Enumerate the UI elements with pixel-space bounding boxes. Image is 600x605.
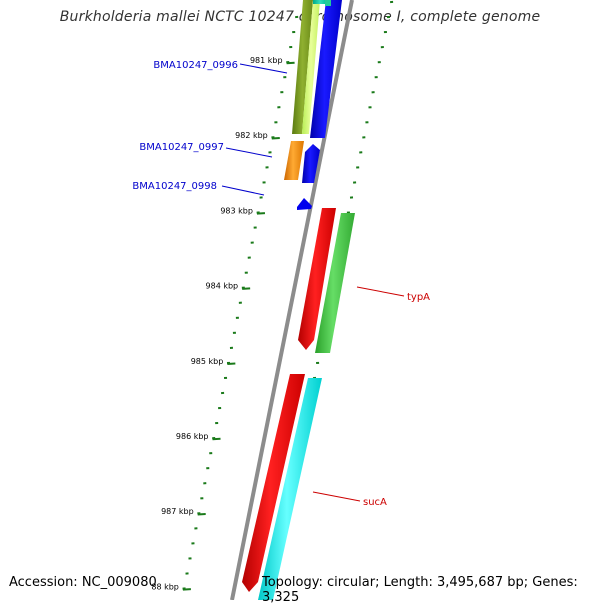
leader-line-sucA bbox=[313, 492, 360, 501]
kbp-label: 983 kbp bbox=[220, 206, 253, 215]
kbp-label: 981 kbp bbox=[250, 56, 283, 65]
gene-label[interactable]: sucA bbox=[363, 497, 387, 508]
cog-orange-bar bbox=[284, 141, 304, 180]
topology-text: Topology: circular; Length: 3,495,687 bp… bbox=[262, 575, 600, 605]
accession-text: Accession: NC_009080 bbox=[9, 575, 157, 590]
leader-line-0996 bbox=[240, 64, 287, 73]
kbp-label: 987 kbp bbox=[161, 507, 194, 516]
gene-label[interactable]: typA bbox=[407, 292, 430, 303]
feature-block-top bbox=[292, 0, 342, 138]
leader-line-typA bbox=[357, 287, 404, 296]
gene-label[interactable]: BMA10247_0997 bbox=[139, 142, 224, 153]
kbp-label: 984 kbp bbox=[206, 282, 239, 291]
feature-block-0997 bbox=[284, 141, 320, 183]
kbp-label: 985 kbp bbox=[191, 357, 224, 366]
leader-line-0997 bbox=[226, 148, 272, 157]
cog-teal-bar bbox=[313, 0, 327, 4]
gene-label[interactable]: BMA10247_0998 bbox=[132, 181, 217, 192]
cog-teal-top bbox=[325, 0, 331, 6]
gene-label[interactable]: BMA10247_0996 bbox=[153, 60, 238, 71]
kbp-label: 986 kbp bbox=[176, 432, 209, 441]
leader-line-0998 bbox=[222, 186, 264, 195]
forward-strand-arrow-0998 bbox=[297, 198, 312, 210]
kbp-label: 982 kbp bbox=[235, 131, 268, 140]
